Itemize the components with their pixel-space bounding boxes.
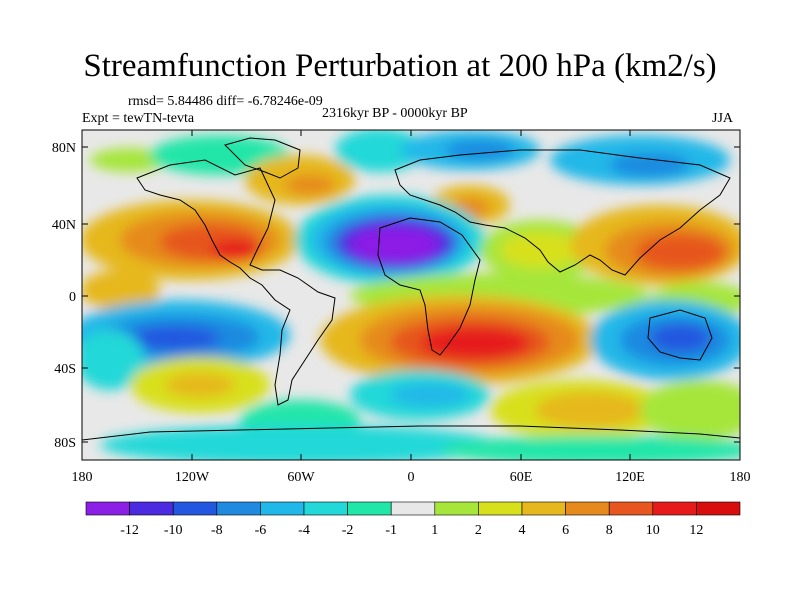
anomaly-blob — [420, 327, 530, 359]
colorbar-box — [347, 501, 392, 516]
coastline-australia — [647, 309, 713, 361]
anomaly-blob — [82, 270, 160, 310]
colorbar-label: -6 — [255, 523, 267, 538]
longitude-axis: 180 120W 60W 0 60E 120E 180 — [72, 130, 751, 485]
colorbar-box — [216, 501, 261, 516]
colorbar-label: 1 — [431, 523, 438, 538]
anomaly-blob — [150, 135, 290, 175]
anomaly-blob — [445, 140, 515, 160]
anomaly-blob — [390, 383, 470, 407]
lon-tick-label: 60W — [287, 470, 315, 485]
stats-line: rmsd= 5.84486 diff= -6.78246e-09 — [128, 94, 323, 109]
coastline-greenland — [224, 137, 301, 179]
map-title: Streamfunction Perturbation at 200 hPa (… — [83, 48, 717, 84]
colorbar-box — [652, 501, 697, 516]
colorbar-box — [303, 501, 348, 516]
colorbar-label: 8 — [606, 523, 613, 538]
colorbar-box — [608, 501, 654, 516]
anomaly-blob — [82, 330, 145, 390]
colorbar-label: 12 — [689, 523, 703, 538]
lat-tick-label: 80N — [52, 141, 76, 156]
colorbar-box — [129, 501, 174, 516]
lon-tick-label: 60E — [510, 470, 533, 485]
lon-tick-label: 180 — [730, 470, 751, 485]
colorbar-label: -10 — [164, 523, 183, 538]
colorbar-box — [434, 501, 479, 516]
colorbar-label: 6 — [562, 523, 569, 538]
colorbar-label: -1 — [385, 523, 397, 538]
colorbar-box — [85, 501, 130, 516]
lat-tick-label: 0 — [69, 290, 76, 305]
coastline-americas — [136, 159, 336, 406]
anomaly-blob — [535, 392, 645, 428]
coastline-eurasia — [394, 149, 731, 276]
colorbar-label: 4 — [519, 523, 526, 538]
anomaly-blob — [635, 234, 725, 270]
colorbar-label: -4 — [298, 523, 310, 538]
period-label: 2316kyr BP - 0000kyr BP — [322, 106, 468, 121]
lon-tick-label: 180 — [72, 470, 93, 485]
anomaly-blob — [335, 130, 425, 172]
experiment-label: Expt = tewTN-tevta — [82, 111, 195, 126]
lat-tick-label: 40N — [52, 218, 76, 233]
coastline-africa — [377, 217, 481, 356]
anomaly-blob — [650, 324, 710, 352]
colorbar-box — [478, 501, 523, 516]
anomaly-blob — [90, 148, 170, 172]
lon-tick-label: 120E — [615, 470, 645, 485]
colorbar-label: 2 — [475, 523, 482, 538]
anomaly-blob — [440, 435, 740, 460]
coastlines — [82, 137, 740, 441]
colorbar-label: 10 — [646, 523, 660, 538]
anomaly-blob — [350, 227, 440, 263]
anomaly-blob — [640, 380, 740, 440]
lon-tick-label: 120W — [175, 470, 210, 485]
anomaly-blob — [100, 425, 500, 460]
anomaly-blob — [130, 326, 220, 350]
lat-tick-label: 40S — [54, 362, 76, 377]
colorbar-label: -12 — [120, 523, 139, 538]
anomaly-blob — [610, 153, 690, 177]
latitude-axis: 80N 40N 0 40S 80S — [52, 141, 740, 451]
colorbar-box — [172, 501, 218, 516]
colorbar-box — [390, 501, 436, 516]
season-label: JJA — [712, 111, 734, 126]
coastline-antarctica — [82, 425, 740, 441]
colorbar-label: -8 — [211, 523, 223, 538]
anomaly-blob — [285, 175, 335, 195]
lat-tick-label: 80S — [54, 436, 76, 451]
colorbar-box — [521, 501, 566, 516]
colorbar: -12 -10 -8 -6 -4 -2 -1 1 2 4 6 8 10 12 — [85, 501, 741, 538]
colorbar-box — [696, 501, 741, 516]
colorbar-label: -2 — [342, 523, 354, 538]
lon-tick-label: 0 — [408, 470, 415, 485]
colorbar-box — [565, 501, 610, 516]
colorbar-box — [260, 501, 305, 516]
anomaly-blob — [210, 240, 260, 260]
anomaly-blob — [165, 373, 235, 397]
contour-field — [82, 130, 740, 460]
